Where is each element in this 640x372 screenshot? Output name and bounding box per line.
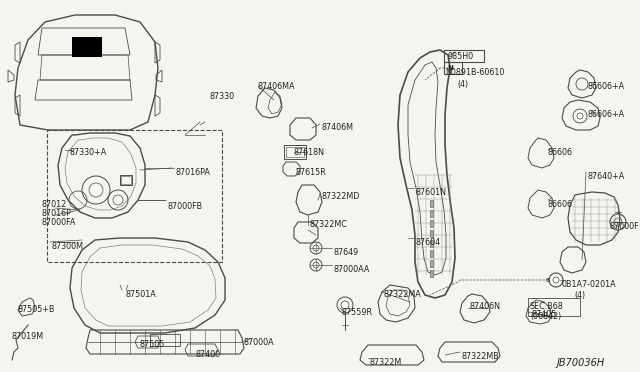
Text: 87322MA: 87322MA: [384, 290, 422, 299]
Polygon shape: [430, 240, 433, 247]
Text: 87406M: 87406M: [322, 123, 354, 132]
Text: 87501A: 87501A: [126, 290, 157, 299]
Text: 87640+A: 87640+A: [588, 172, 625, 181]
Text: 87322MB: 87322MB: [462, 352, 500, 361]
Text: 87019M: 87019M: [12, 332, 44, 341]
Text: 87330+A: 87330+A: [70, 148, 108, 157]
Text: 86606: 86606: [548, 200, 573, 209]
Text: B: B: [546, 278, 550, 282]
Text: 87000FA: 87000FA: [42, 218, 76, 227]
Text: 86606+A: 86606+A: [588, 110, 625, 119]
Bar: [284, 145, 306, 159]
Text: 87016P: 87016P: [42, 209, 72, 218]
Text: 87012: 87012: [42, 200, 67, 209]
Text: 87406N: 87406N: [470, 302, 501, 311]
Text: 87618N: 87618N: [294, 148, 325, 157]
Polygon shape: [430, 260, 433, 267]
Text: 87000FB: 87000FB: [168, 202, 203, 211]
Text: 87322MC: 87322MC: [310, 220, 348, 229]
Bar: [121, 176, 131, 184]
Text: (4): (4): [574, 291, 585, 300]
Bar: [47, 130, 222, 262]
Text: 87000F: 87000F: [610, 222, 639, 231]
Text: 87615R: 87615R: [296, 168, 327, 177]
Text: 87300M: 87300M: [52, 242, 84, 251]
Text: 87016PA: 87016PA: [176, 168, 211, 177]
Bar: [72, 37, 102, 57]
Text: N0891B-60610: N0891B-60610: [445, 68, 504, 77]
Text: 87406MA: 87406MA: [258, 82, 296, 91]
Polygon shape: [430, 270, 433, 277]
Text: 87604: 87604: [415, 238, 440, 247]
Text: 0B1A7-0201A: 0B1A7-0201A: [562, 280, 616, 289]
Text: 86606+A: 86606+A: [588, 82, 625, 91]
Polygon shape: [430, 250, 433, 257]
Text: 87601N: 87601N: [415, 188, 446, 197]
Text: 87559R: 87559R: [342, 308, 373, 317]
Text: 87322MD: 87322MD: [322, 192, 360, 201]
Text: 87000A: 87000A: [244, 338, 275, 347]
Text: 87405: 87405: [532, 310, 557, 319]
Text: 87505: 87505: [140, 340, 165, 349]
Text: 87330: 87330: [210, 92, 235, 101]
Text: (4): (4): [457, 80, 468, 89]
Text: N: N: [447, 65, 453, 71]
Text: 87322M: 87322M: [370, 358, 403, 367]
Bar: [528, 298, 580, 316]
Bar: [120, 175, 132, 185]
Text: 985H0: 985H0: [448, 52, 474, 61]
Polygon shape: [430, 200, 433, 207]
Polygon shape: [430, 210, 433, 217]
Text: 87649: 87649: [334, 248, 359, 257]
Text: 87505+B: 87505+B: [18, 305, 56, 314]
Bar: [286, 147, 304, 157]
Bar: [444, 62, 462, 74]
Text: 86606: 86606: [548, 148, 573, 157]
Text: 87000AA: 87000AA: [334, 265, 371, 274]
Bar: [150, 334, 180, 346]
Text: (06842): (06842): [530, 312, 561, 321]
Polygon shape: [430, 230, 433, 237]
Polygon shape: [430, 220, 433, 227]
Text: 87400: 87400: [195, 350, 220, 359]
Text: JB70036H: JB70036H: [557, 358, 605, 368]
Text: SEC.B68: SEC.B68: [530, 302, 564, 311]
Bar: [444, 50, 484, 62]
